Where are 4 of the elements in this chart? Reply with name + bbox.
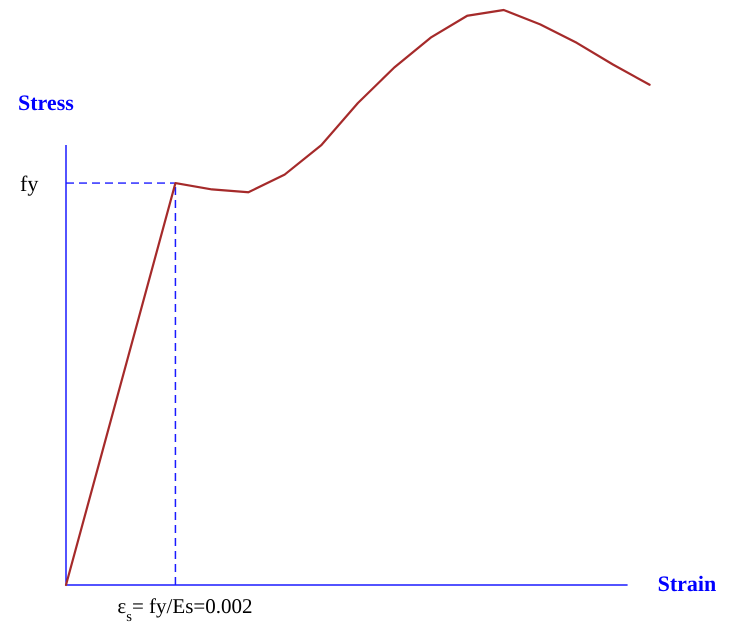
x-axis-title: Strain: [658, 571, 716, 596]
ref-line-label: fy: [20, 171, 38, 196]
text: ε$_{s}$= fy/Es=0.002: [117, 594, 252, 625]
y-axis-title: Stress: [18, 90, 74, 115]
